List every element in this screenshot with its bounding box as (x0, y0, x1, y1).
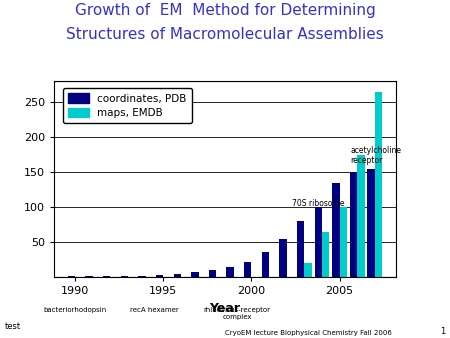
Bar (368, 169, 375, 277)
Text: bacteriorhodopsin: bacteriorhodopsin (44, 307, 107, 313)
Bar (121, 276, 128, 277)
Bar (279, 239, 287, 277)
Text: test: test (4, 322, 21, 331)
Bar (297, 221, 304, 277)
Bar (174, 274, 181, 277)
Bar (138, 276, 146, 277)
Text: Structures of Macromolecular Assemblies: Structures of Macromolecular Assemblies (66, 27, 384, 42)
Text: acetylcholine
receptor: acetylcholine receptor (350, 146, 401, 165)
Text: 70S ribosome: 70S ribosome (292, 199, 345, 208)
Bar (332, 183, 340, 277)
Text: rhinovirus-receptor
complex: rhinovirus-receptor complex (204, 307, 271, 319)
Bar (86, 276, 93, 277)
Legend: coordinates, PDB, maps, EMDB: coordinates, PDB, maps, EMDB (63, 88, 192, 123)
Bar (357, 155, 364, 277)
Bar (350, 172, 357, 277)
Bar (261, 252, 269, 277)
Bar (340, 207, 347, 277)
Text: 1: 1 (440, 327, 445, 336)
Bar (191, 271, 198, 277)
Text: recA hexamer: recA hexamer (130, 307, 179, 313)
Text: Growth of  EM  Method for Determining: Growth of EM Method for Determining (75, 3, 375, 18)
Bar (68, 276, 75, 277)
Bar (244, 262, 252, 277)
Bar (209, 270, 216, 277)
Text: CryoEM lecture Biophysical Chemistry Fall 2006: CryoEM lecture Biophysical Chemistry Fal… (225, 330, 392, 336)
Bar (322, 232, 329, 277)
Bar (156, 275, 163, 277)
X-axis label: Year: Year (210, 302, 240, 315)
Bar (226, 267, 234, 277)
Bar (103, 276, 110, 277)
Bar (375, 92, 382, 277)
Bar (315, 207, 322, 277)
Bar (304, 263, 312, 277)
